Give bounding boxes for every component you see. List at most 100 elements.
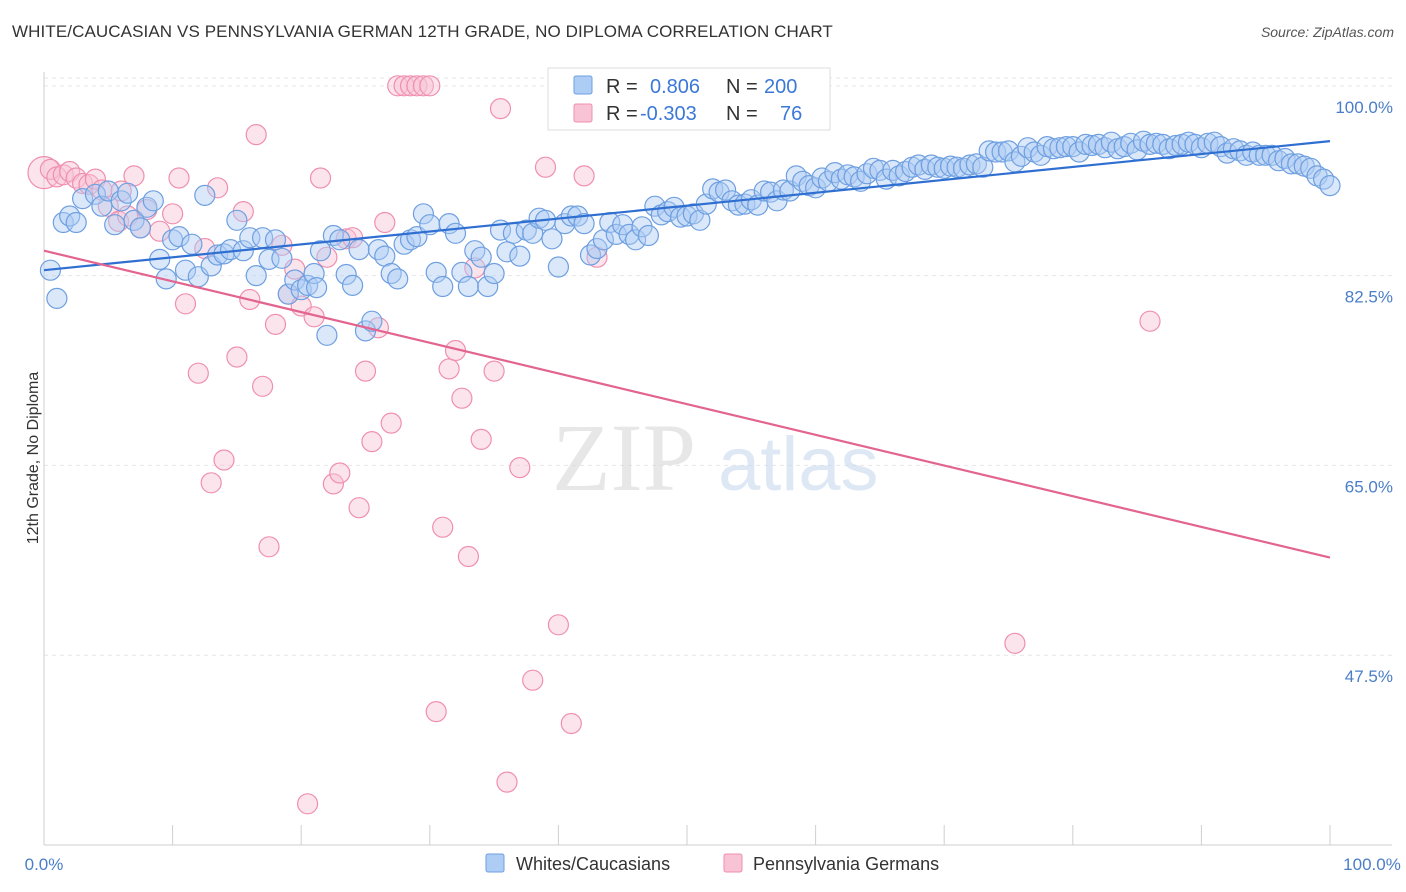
chart-title: WHITE/CAUCASIAN VS PENNSYLVANIA GERMAN 1…	[12, 22, 833, 41]
trend-line-pennsylvania-germans	[43, 249, 1331, 559]
data-point	[374, 211, 396, 234]
data-point	[52, 211, 74, 234]
data-point	[959, 154, 981, 176]
legend-swatch-pink	[573, 103, 593, 123]
data-point	[586, 237, 608, 260]
data-point	[174, 259, 197, 281]
data-point	[264, 229, 287, 251]
bottom-legend-swatch-blue	[485, 853, 505, 873]
y-tick-labels: 47.5% 65.0% 82.5% 100.0%	[1335, 98, 1393, 686]
data-point	[1004, 632, 1026, 654]
data-point	[457, 275, 479, 298]
data-point	[496, 241, 518, 263]
data-point	[972, 156, 994, 178]
data-point	[451, 387, 473, 409]
data-point	[207, 177, 229, 199]
data-point	[714, 179, 737, 201]
data-point	[252, 375, 274, 397]
data-point	[277, 283, 299, 305]
data-point	[644, 195, 666, 217]
data-point	[245, 124, 267, 146]
data-point	[689, 209, 711, 231]
data-point	[213, 449, 235, 471]
legend-r-label-0: R =	[606, 76, 638, 98]
data-point	[46, 287, 68, 309]
x-ticks	[43, 825, 1331, 845]
data-point	[71, 188, 94, 210]
data-point	[226, 346, 248, 368]
series-whites-caucasians	[39, 130, 1341, 346]
data-point	[309, 167, 332, 189]
data-point	[187, 362, 209, 384]
data-point	[116, 182, 139, 204]
data-point	[380, 412, 402, 434]
data-point	[1017, 137, 1039, 159]
data-point	[194, 184, 216, 206]
data-point	[1165, 134, 1187, 157]
data-point	[624, 229, 647, 251]
data-point	[226, 209, 248, 231]
y-tick-label: 100.0%	[1335, 98, 1393, 117]
data-point	[412, 75, 434, 97]
data-point	[104, 214, 126, 236]
source-label: Source: ZipAtlas.com	[1260, 24, 1394, 40]
y-axis-title: 12th Grade, No Diploma	[25, 372, 42, 545]
data-point	[322, 473, 344, 495]
y-tick-label: 65.0%	[1345, 477, 1393, 496]
data-point	[1248, 144, 1270, 166]
trend-line-whites	[43, 140, 1331, 272]
data-point	[412, 203, 434, 225]
data-point	[573, 213, 595, 235]
data-point	[271, 247, 293, 269]
data-point	[509, 245, 531, 267]
data-point	[387, 268, 409, 290]
data-point	[464, 257, 486, 279]
legend-n-value-0: 200	[764, 76, 797, 98]
data-point	[811, 167, 833, 189]
data-point	[534, 156, 557, 178]
data-point	[361, 310, 383, 332]
data-point	[573, 165, 595, 187]
data-point	[509, 457, 531, 479]
data-point	[444, 222, 467, 244]
data-point	[297, 274, 319, 296]
data-point	[541, 228, 563, 250]
bottom-legend-label-whites: Whites/Caucasians	[516, 854, 670, 874]
watermark-zip: ZIP	[552, 404, 696, 511]
legend-swatch-blue	[573, 75, 593, 95]
data-point	[387, 75, 409, 97]
data-point	[329, 462, 351, 484]
data-point	[425, 700, 447, 723]
gridlines	[44, 77, 1392, 656]
data-point	[1158, 138, 1180, 160]
series-legend: Whites/Caucasians Pennsylvania Germans	[485, 853, 939, 874]
y-tick-label: 82.5%	[1345, 288, 1393, 307]
data-point	[348, 497, 370, 519]
data-point	[168, 167, 190, 189]
data-point	[129, 217, 151, 239]
y-tick-label: 47.5%	[1345, 667, 1393, 686]
data-point	[258, 536, 280, 558]
data-point	[483, 360, 505, 382]
data-point	[547, 614, 570, 636]
data-point	[1100, 131, 1123, 153]
data-point	[306, 277, 328, 299]
data-point	[432, 275, 454, 298]
bottom-legend-swatch-pink	[723, 853, 743, 873]
correlation-legend: R = 0.806 N = 200 R = -0.303 N = 76	[547, 67, 831, 131]
data-point	[637, 224, 660, 247]
data-point	[631, 216, 653, 238]
legend-r-value-1: -0.303	[640, 103, 697, 125]
data-point	[457, 545, 479, 568]
data-point	[59, 205, 81, 227]
data-point	[181, 233, 203, 255]
data-point	[168, 226, 190, 248]
data-point	[264, 313, 287, 335]
data-point	[464, 240, 486, 262]
data-point	[579, 244, 602, 266]
legend-r-value-0: 0.806	[650, 76, 700, 98]
x-tick-label-max: 100.0%	[1343, 855, 1401, 874]
data-point	[496, 771, 518, 793]
data-point	[438, 358, 460, 380]
data-point	[200, 472, 222, 494]
